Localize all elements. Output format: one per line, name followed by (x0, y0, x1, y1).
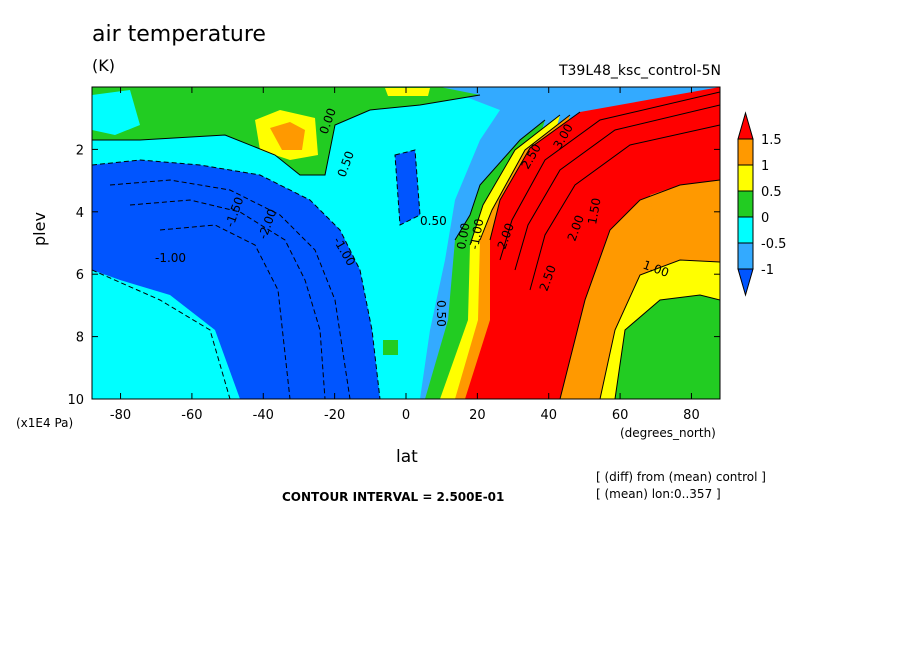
contour-label: 0.50 (434, 300, 448, 327)
region-upper-orange (270, 122, 305, 150)
region-equator-blue (395, 150, 420, 225)
colorbar-label: 1.5 (761, 133, 782, 148)
region-upper-cyan-patch (92, 90, 140, 135)
x-tick-label: -80 (110, 408, 131, 423)
x-tick-label: -20 (324, 408, 345, 423)
region-north-green (615, 295, 720, 399)
region-top-yellow (385, 88, 430, 96)
x-axis-label: lat (396, 447, 418, 467)
colorbar-label: 0 (761, 211, 769, 226)
contour-interval: CONTOUR INTERVAL = 2.500E-01 (282, 490, 505, 504)
chart-subtitle: T39L48_ksc_control-5N (558, 63, 721, 79)
x-tick-label: 80 (683, 408, 700, 423)
colorbar-swatch (737, 216, 754, 244)
chart-title: air temperature (92, 22, 266, 47)
colorbar-swatch (737, 242, 754, 270)
x-axis-units: (degrees_north) (620, 426, 716, 440)
y-tick-label: 8 (76, 331, 84, 346)
plot-area: 0.00 0.50 -1.50 -2.00 -1.00 -1.00 0.00 0… (92, 87, 720, 399)
note-mean: [ (mean) lon:0..357 ] (596, 487, 721, 501)
chart-units: (K) (92, 56, 115, 75)
region-south-lowlevel-cyan (92, 270, 230, 399)
colorbar-label: 1 (761, 159, 769, 174)
x-tick-label: 0 (402, 408, 410, 423)
y-tick-label: 2 (76, 143, 84, 158)
x-tick-label: -60 (181, 408, 202, 423)
y-tick-label: 6 (76, 268, 84, 283)
colorbar-cap-low (737, 268, 754, 297)
x-tick-label: 40 (540, 408, 557, 423)
contour-label: -1.00 (467, 217, 486, 250)
y-tick-label: 4 (76, 206, 84, 221)
colorbar-cap-high (737, 111, 754, 140)
colorbar-swatch (737, 138, 754, 166)
colorbar-label: 0.5 (761, 185, 782, 200)
y-axis: 2 4 6 8 10 (67, 143, 720, 408)
contour-lines (92, 91, 720, 399)
colorbar-swatch (737, 190, 754, 218)
contour-label: 0.50 (420, 214, 447, 228)
region-equator-green (383, 340, 398, 355)
region-north-orange-upper (650, 185, 720, 250)
colorbar-swatch (737, 164, 754, 192)
colorbar-label: -1 (761, 263, 774, 278)
contour-label: -1.00 (155, 251, 186, 265)
y-axis-units: (x1E4 Pa) (16, 416, 74, 430)
contour-label: 1.50 (585, 197, 603, 226)
colorbar-label: -0.5 (761, 237, 786, 252)
x-axis: -80 -60 -40 -20 0 20 40 60 80 (110, 87, 700, 423)
contour-label: 0.00 (454, 222, 472, 251)
x-tick-label: 20 (469, 408, 486, 423)
x-tick-label: -40 (253, 408, 274, 423)
x-tick-label: 60 (612, 408, 629, 423)
colorbar: 1.5 1 0.5 0 -0.5 -1 (737, 111, 786, 297)
region-southern-blue (92, 160, 380, 399)
y-tick-label: 10 (67, 393, 84, 408)
note-diff: [ (diff) from (mean) control ] (596, 470, 766, 484)
